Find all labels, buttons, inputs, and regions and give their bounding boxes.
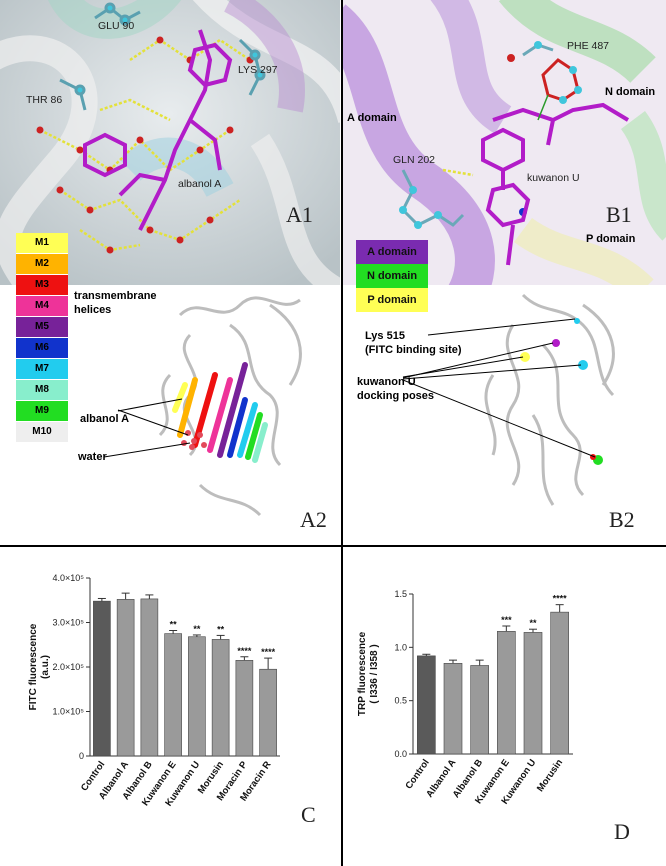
b1-residue-label: PHE 487 [567, 40, 610, 52]
helix-key: M5 [16, 317, 68, 338]
b2-protein-cartoon [402, 293, 615, 506]
helix-key: M10 [16, 422, 68, 443]
chart-d-svg: 0.0 0.5 1.0 1.5 TRP fluorescence( I336 / I35… [357, 589, 573, 807]
bar [550, 611, 569, 755]
a1-residue-label: GLU 90 [98, 20, 135, 32]
significance-marker: **** [261, 647, 276, 657]
helix-key: M7 [16, 359, 68, 380]
panel-letter-a2: A2 [300, 507, 327, 532]
bar [235, 660, 254, 757]
b1-residue-label: GLN 202 [393, 154, 436, 166]
bar [116, 599, 135, 757]
y-tick-label: 0.0 [394, 749, 407, 759]
panel-b2: Lys 515 (FITC binding site) kuwanon U do… [343, 285, 666, 540]
a1-ligand-label: albanol A [178, 178, 222, 190]
panel-a2: transmembrane helices albanol A water A2 [70, 285, 340, 540]
domain-key: P domain [356, 288, 428, 312]
y-tick-label: 1.0 [394, 642, 407, 652]
bar [188, 636, 206, 757]
significance-marker: *** [501, 615, 512, 625]
a2-protein-cartoon [103, 296, 302, 517]
a1-residue-label: THR 86 [26, 94, 63, 106]
bar [140, 598, 159, 757]
panel-letter-c: C [301, 802, 316, 827]
a2-helices-label: transmembrane helices [74, 290, 157, 316]
helix-key: M2 [16, 254, 68, 275]
panel-divider-vertical [341, 0, 343, 866]
b1-molecular-render [343, 0, 666, 285]
chart-d: 0.0 0.5 1.0 1.5 TRP fluorescence( I336 / I35… [343, 548, 666, 866]
significance-marker: **** [237, 646, 252, 656]
bar [259, 668, 277, 757]
helix-key: M1 [16, 233, 68, 254]
bar [417, 655, 436, 755]
bar [164, 633, 182, 757]
domain-key: N domain [356, 264, 428, 288]
panel-letter-b1: B1 [606, 202, 632, 227]
panel-letter-d: D [614, 819, 630, 844]
helix-key: M3 [16, 275, 68, 296]
a2-albanol-label: albanol A [80, 413, 130, 425]
significance-marker: ** [217, 624, 225, 634]
y-tick-label: 4.0×10⁵ [52, 573, 84, 583]
bar [93, 600, 111, 757]
helix-key: M4 [16, 296, 68, 317]
b1-domain-label: N domain [605, 86, 656, 98]
helix-key: M8 [16, 380, 68, 401]
b1-domain-label: A domain [347, 112, 397, 124]
y-axis-label: (a.u.) [40, 655, 51, 679]
panel-b1: PHE 487 GLN 202 kuwanon U A domain N dom… [343, 0, 666, 285]
helix-key: M9 [16, 401, 68, 422]
b2-lys-label: Lys 515 (FITC binding site) [365, 330, 462, 356]
y-tick-label: 3.0×10⁵ [52, 618, 84, 628]
chart-c-svg: 0 1.0×10⁵ 2.0×10⁵ 3.0×10⁵ 4.0×10⁵ FITC fluore… [28, 573, 280, 809]
y-axis-label: TRP fluorescence [357, 631, 368, 716]
chart-c: 0 1.0×10⁵ 2.0×10⁵ 3.0×10⁵ 4.0×10⁵ FITC fluore… [0, 548, 340, 866]
significance-marker: **** [553, 594, 568, 604]
domain-key: A domain [356, 240, 428, 264]
b1-domain-label: P domain [586, 233, 636, 245]
helix-key: M6 [16, 338, 68, 359]
panel-a1: GLU 90 LYS 297 THR 86 albanol A A1 [0, 0, 340, 285]
significance-marker: ** [170, 620, 178, 630]
bar [497, 631, 516, 755]
significance-marker: ** [529, 618, 537, 628]
bar [211, 639, 230, 757]
a2-water-label: water [78, 451, 107, 463]
x-tick-label: Control [403, 757, 431, 791]
y-axis-label: FITC fluorescence [28, 623, 39, 710]
y-tick-label: 1.5 [394, 589, 407, 599]
b2-poses-label: kuwanon U docking poses [357, 376, 435, 402]
bar [443, 663, 463, 755]
y-axis-label: ( I336 / I358 ) [369, 644, 380, 703]
a1-residue-label: LYS 297 [238, 64, 278, 76]
bar [470, 665, 489, 755]
x-tick-label: Morusin [535, 757, 565, 794]
y-tick-label: 0.5 [394, 696, 407, 706]
significance-marker: ** [193, 624, 201, 634]
bar [523, 632, 543, 755]
b1-ligand-label: kuwanon U [527, 172, 580, 184]
panel-letter-a1: A1 [286, 202, 313, 227]
y-tick-label: 2.0×10⁵ [52, 662, 84, 672]
panel-divider-horizontal [0, 545, 666, 547]
y-tick-label: 0 [79, 751, 84, 761]
y-tick-label: 1.0×10⁵ [52, 707, 84, 717]
panel-letter-b2: B2 [609, 507, 635, 532]
